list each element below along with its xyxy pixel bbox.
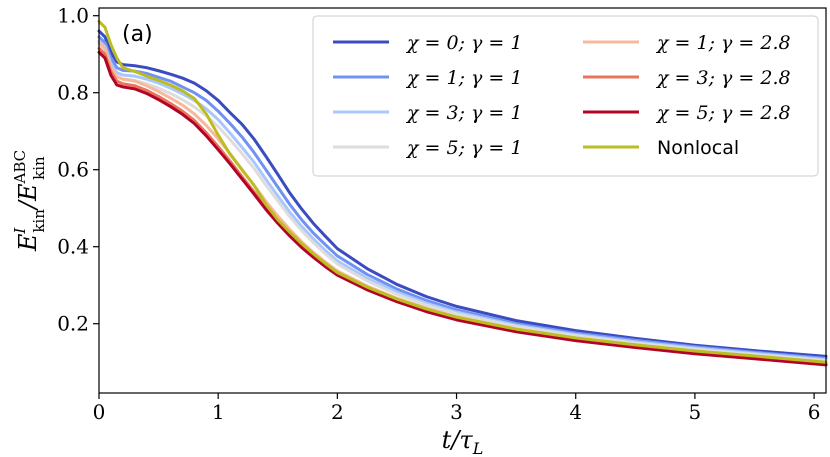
x-tick-label: 1: [212, 400, 225, 424]
axis-ticks: 0 1 2 3 4 5 6 0.2 0.4 0.6 0.8 1.0: [57, 4, 820, 424]
x-tick-label: 6: [808, 400, 821, 424]
y-tick-label: 0.8: [57, 81, 89, 105]
x-tick-label: 2: [331, 400, 344, 424]
x-tick-label: 0: [93, 400, 106, 424]
legend-label: χ = 3; γ = 1: [405, 102, 522, 124]
series-lines: [97, 19, 828, 367]
series-line-8: [97, 19, 828, 364]
x-tick-label: 3: [450, 400, 463, 424]
legend-box: [312, 15, 819, 177]
y-axis-label: EIkin/EABCkin: [11, 150, 48, 252]
y-tick-label: 0.2: [57, 312, 89, 336]
x-tick-label: 4: [569, 400, 582, 424]
legend-label: χ = 0; γ = 1: [405, 32, 522, 54]
legend-label: χ = 1; γ = 2.8: [655, 32, 791, 54]
plot-frame: [98, 7, 827, 394]
y-tick-label: 1.0: [57, 4, 89, 28]
legend-label: χ = 5; γ = 1: [405, 137, 522, 159]
series-line-1: [97, 29, 828, 358]
series-line-7: [97, 50, 828, 367]
panel-label: (a): [122, 22, 153, 47]
x-tick-label: 5: [689, 400, 702, 424]
y-tick-label: 0.6: [57, 158, 89, 182]
legend-label: χ = 5; γ = 2.8: [655, 102, 791, 124]
legend-label: Nonlocal: [657, 137, 739, 159]
legend-label: χ = 1; γ = 1: [405, 67, 522, 89]
legend: χ = 0; γ = 1 χ = 1; γ = 1 χ = 3; γ = 1 χ = …: [312, 15, 819, 177]
y-tick-label: 0.4: [57, 235, 89, 259]
x-axis-label: t/τL: [442, 426, 484, 457]
legend-label: χ = 3; γ = 2.8: [655, 67, 791, 89]
